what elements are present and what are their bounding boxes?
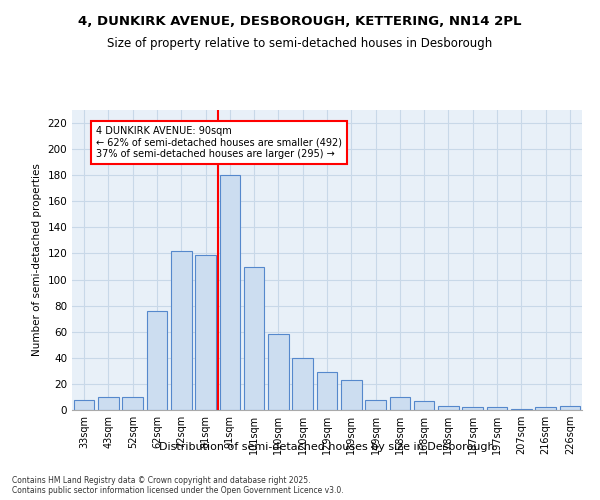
Bar [511,408,532,410]
Bar [268,334,289,410]
Bar [487,408,508,410]
Bar [292,358,313,410]
Bar [244,266,265,410]
Bar [317,372,337,410]
Text: Size of property relative to semi-detached houses in Desborough: Size of property relative to semi-detach… [107,38,493,51]
Bar [220,175,240,410]
Bar [195,255,216,410]
Bar [98,397,119,410]
Bar [146,311,167,410]
Text: 4 DUNKIRK AVENUE: 90sqm
← 62% of semi-detached houses are smaller (492)
37% of s: 4 DUNKIRK AVENUE: 90sqm ← 62% of semi-de… [96,126,342,159]
Bar [365,400,386,410]
Bar [171,251,191,410]
Bar [560,406,580,410]
Bar [389,397,410,410]
Bar [414,401,434,410]
Text: Distribution of semi-detached houses by size in Desborough: Distribution of semi-detached houses by … [159,442,495,452]
Bar [438,406,459,410]
Text: 4, DUNKIRK AVENUE, DESBOROUGH, KETTERING, NN14 2PL: 4, DUNKIRK AVENUE, DESBOROUGH, KETTERING… [78,15,522,28]
Bar [535,408,556,410]
Bar [122,397,143,410]
Bar [463,408,483,410]
Text: Contains HM Land Registry data © Crown copyright and database right 2025.
Contai: Contains HM Land Registry data © Crown c… [12,476,344,495]
Bar [74,400,94,410]
Y-axis label: Number of semi-detached properties: Number of semi-detached properties [32,164,42,356]
Bar [341,380,362,410]
